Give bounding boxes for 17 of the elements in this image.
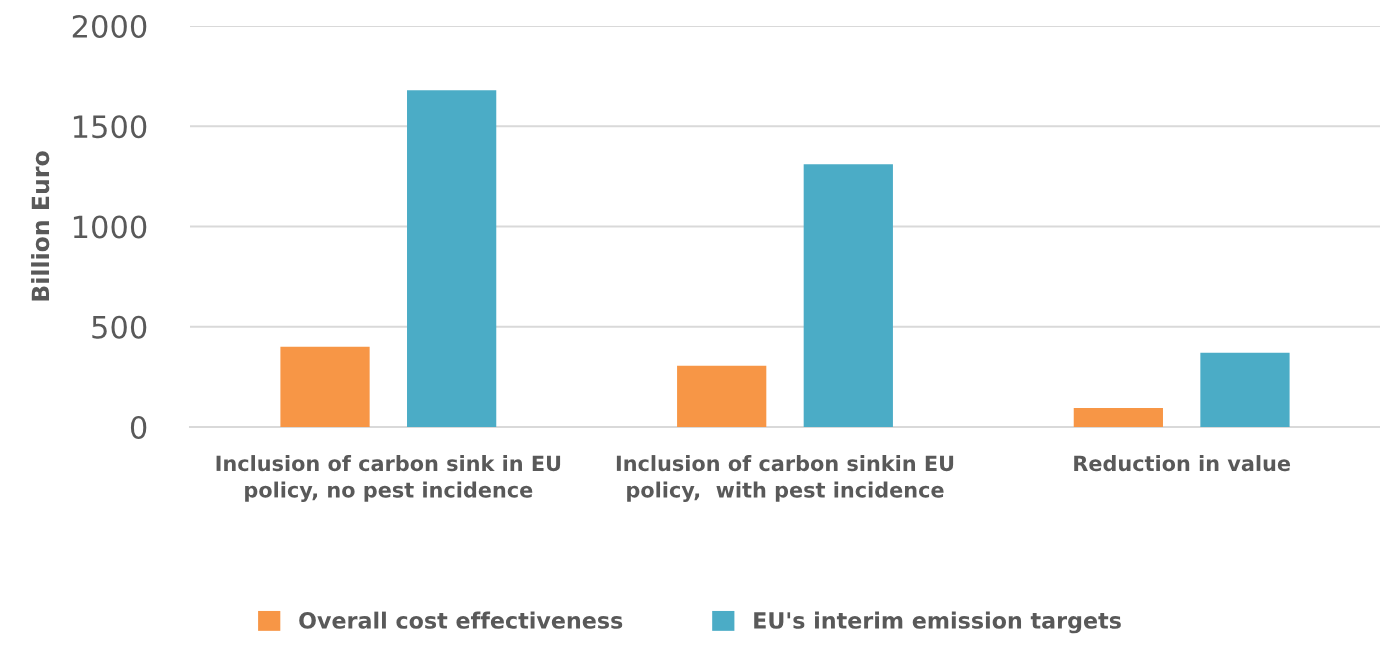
bar <box>1073 407 1163 427</box>
y-axis-title: Billion Euro <box>31 151 50 301</box>
bar <box>407 90 497 427</box>
y-tick-label: 1500 <box>73 115 147 139</box>
x-tick-label: Inclusion of carbon sink in EU policy, no pest incidence <box>216 455 561 502</box>
bar <box>677 365 767 427</box>
bar <box>1200 352 1290 427</box>
y-tick-label: 0 <box>130 415 147 440</box>
x-tick-label: Inclusion of carbon sinkin EU policy, with pest incidence <box>616 455 954 502</box>
bar <box>280 346 370 427</box>
bar <box>803 164 893 427</box>
y-tick-label: 2000 <box>72 14 147 39</box>
legend-label: Overall cost effectiveness <box>299 611 623 629</box>
legend-label: EU's interim emission targets <box>754 611 1121 634</box>
y-tick-label: 500 <box>92 315 147 339</box>
y-tick-label: 1000 <box>73 215 147 239</box>
x-tick-label: Reduction in value <box>1074 455 1291 472</box>
